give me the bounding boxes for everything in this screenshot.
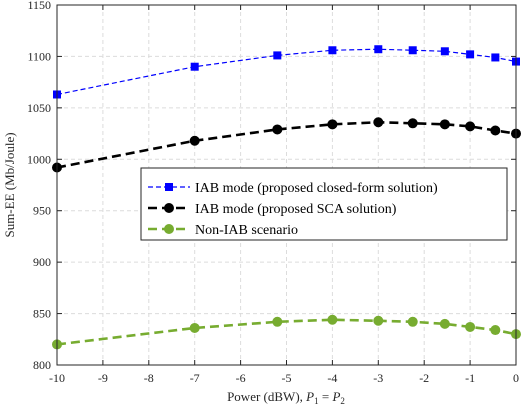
legend-box — [140, 167, 508, 241]
y-tick-label: 950 — [33, 204, 51, 218]
data-point — [189, 322, 200, 333]
x-tick-label: -10 — [49, 371, 65, 385]
data-point — [439, 318, 450, 329]
legend-label: Non-IAB scenario — [195, 223, 298, 238]
legend-marker — [165, 183, 173, 191]
y-tick-label: 1050 — [27, 101, 51, 115]
x-tick-label: -6 — [236, 371, 246, 385]
legend-entry: IAB mode (proposed closed-form solution) — [148, 181, 438, 196]
data-point — [439, 119, 450, 130]
legend-entry: Non-IAB scenario — [148, 223, 298, 238]
y-tick-label: 1000 — [27, 152, 51, 166]
data-point — [327, 314, 338, 325]
x-tick-label: -8 — [144, 371, 154, 385]
data-point — [272, 124, 283, 135]
data-point — [440, 47, 449, 56]
y-tick-label: 1100 — [27, 49, 51, 63]
legend-label: IAB mode (proposed closed-form solution) — [195, 181, 438, 196]
data-point — [373, 117, 384, 128]
data-point — [491, 53, 500, 62]
x-axis-label-sub-b: 2 — [340, 396, 345, 406]
data-point — [407, 316, 418, 327]
legend-marker — [164, 224, 174, 234]
data-point — [466, 50, 475, 59]
legend: IAB mode (proposed closed-form solution)… — [140, 167, 508, 241]
data-point — [328, 46, 337, 55]
x-axis-label-eq: = — [319, 389, 333, 404]
data-point — [190, 62, 199, 71]
x-axis-label-prefix: Power (dBW), — [227, 389, 306, 404]
x-tick-label: -3 — [373, 371, 383, 385]
data-point — [408, 46, 417, 55]
data-point — [373, 315, 384, 326]
x-tick-label: 0 — [513, 371, 519, 385]
data-point — [327, 119, 338, 130]
series-3 — [52, 314, 521, 350]
data-point — [273, 51, 282, 60]
x-axis-label-math-a: P — [305, 389, 314, 404]
y-tick-label: 900 — [33, 255, 51, 269]
x-tick-label: -4 — [327, 371, 337, 385]
y-axis-label: Sum-EE (Mb/Joule) — [2, 132, 17, 237]
series-group — [52, 45, 521, 350]
legend-entry: IAB mode (proposed SCA solution) — [148, 202, 397, 217]
data-point — [465, 121, 476, 132]
y-tick-label: 850 — [33, 307, 51, 321]
data-point — [189, 135, 200, 146]
x-tick-label: -1 — [465, 371, 475, 385]
series-line — [56, 318, 517, 346]
series-line — [56, 120, 517, 169]
data-point — [490, 125, 501, 136]
y-tick-label: 800 — [33, 358, 51, 372]
data-point — [490, 325, 501, 336]
x-tick-label: -7 — [190, 371, 200, 385]
data-point — [272, 316, 283, 327]
legend-label: IAB mode (proposed SCA solution) — [195, 202, 397, 217]
x-tick-label: -5 — [282, 371, 292, 385]
axis-ticks: -10 -9 -8 -7 -6 -5 -4 -3 -2 -1 0800850900950100010… — [27, 0, 519, 385]
x-axis-label: Power (dBW), P1 = P2 — [227, 389, 345, 406]
legend-marker — [164, 203, 174, 213]
y-tick-label: 1150 — [27, 0, 51, 12]
x-axis-label-math-b: P — [331, 389, 340, 404]
data-point — [407, 118, 418, 129]
x-axis-label-sub-a: 1 — [314, 396, 319, 406]
data-point — [465, 321, 476, 332]
series-2 — [52, 117, 521, 173]
data-point — [374, 45, 383, 54]
x-tick-label: -2 — [419, 371, 429, 385]
x-tick-label: -9 — [98, 371, 108, 385]
